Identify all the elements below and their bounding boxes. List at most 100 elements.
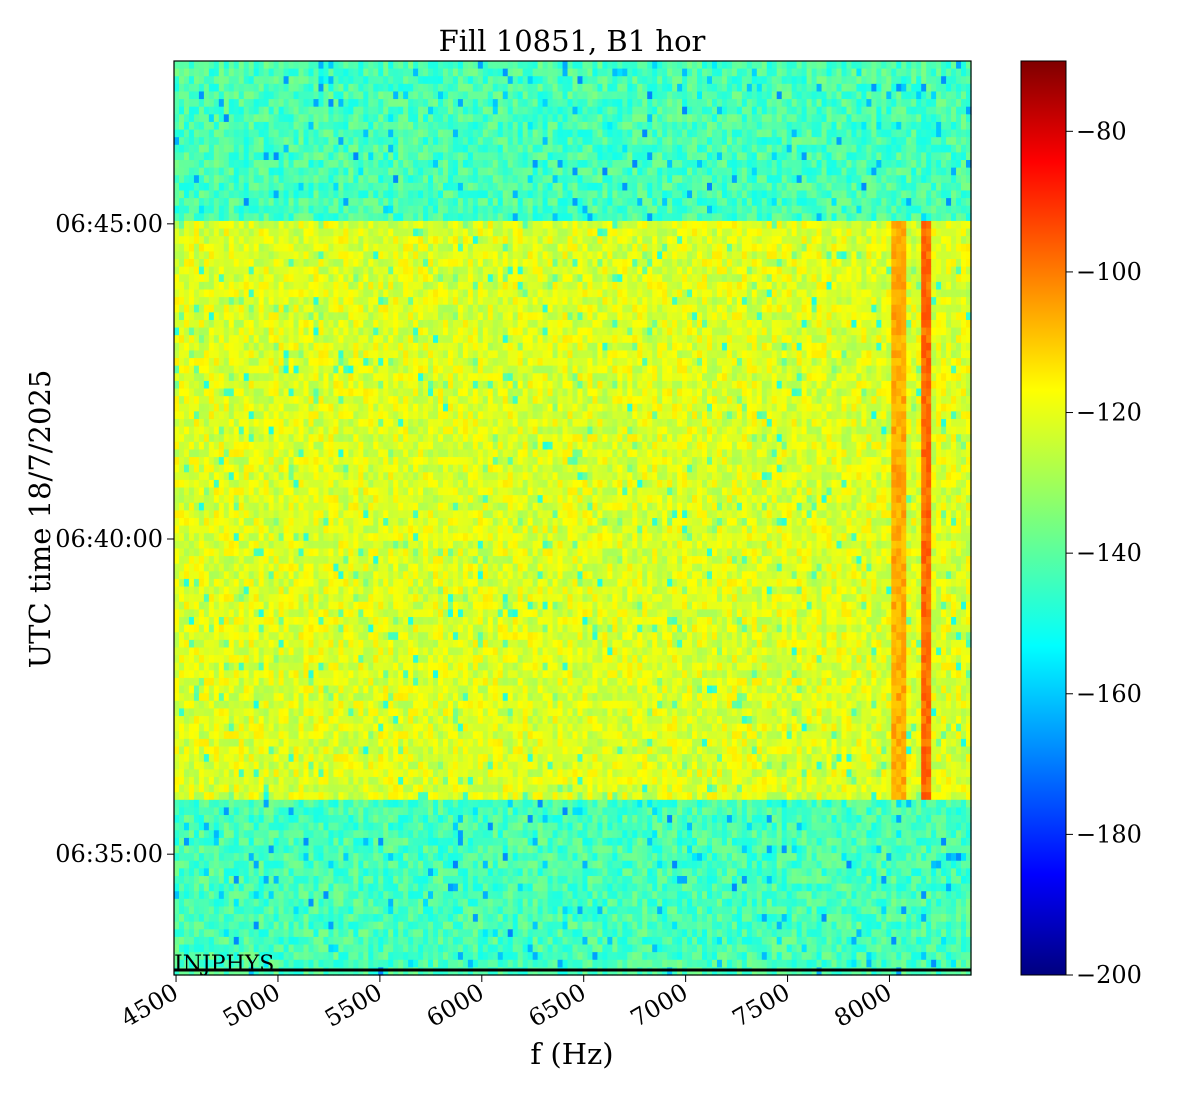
heatmap-cell bbox=[777, 76, 783, 84]
heatmap-cell bbox=[737, 267, 743, 275]
heatmap-cell bbox=[219, 107, 225, 115]
heatmap-cell bbox=[896, 244, 902, 252]
heatmap-cell bbox=[961, 213, 967, 221]
heatmap-cell bbox=[632, 259, 638, 267]
heatmap-cell bbox=[498, 76, 504, 84]
heatmap-cell bbox=[687, 282, 693, 290]
heatmap-cell bbox=[398, 69, 404, 77]
heatmap-cell bbox=[807, 244, 813, 252]
heatmap-cell bbox=[896, 290, 902, 298]
heatmap-cell bbox=[961, 244, 967, 252]
heatmap-cell bbox=[249, 175, 255, 183]
heatmap-cell bbox=[269, 99, 275, 107]
heatmap-cell bbox=[602, 107, 608, 115]
heatmap-cell bbox=[234, 69, 240, 77]
heatmap-cell bbox=[807, 259, 813, 267]
heatmap-cell bbox=[568, 145, 574, 153]
heatmap-cell bbox=[473, 168, 479, 176]
heatmap-cell bbox=[219, 145, 225, 153]
heatmap-cell bbox=[219, 76, 225, 84]
heatmap-cell bbox=[518, 259, 524, 267]
heatmap-cell bbox=[876, 274, 882, 282]
heatmap-cell bbox=[269, 175, 275, 183]
heatmap-cell bbox=[488, 229, 494, 237]
heatmap-cell bbox=[229, 183, 235, 191]
heatmap-cell bbox=[886, 145, 892, 153]
heatmap-cell bbox=[328, 206, 334, 214]
heatmap-cell bbox=[921, 137, 927, 145]
heatmap-cell bbox=[592, 122, 598, 130]
heatmap-cell bbox=[602, 76, 608, 84]
heatmap-cell bbox=[463, 198, 469, 206]
heatmap-cell bbox=[841, 168, 847, 176]
heatmap-cell bbox=[259, 244, 265, 252]
heatmap-cell bbox=[856, 160, 862, 168]
heatmap-cell bbox=[269, 122, 275, 130]
heatmap-cell bbox=[553, 69, 559, 77]
heatmap-cell bbox=[343, 175, 349, 183]
heatmap-cell bbox=[832, 168, 838, 176]
heatmap-cell bbox=[448, 244, 454, 252]
heatmap-cell bbox=[403, 267, 409, 275]
heatmap-cell bbox=[418, 251, 424, 259]
heatmap-cell bbox=[274, 137, 280, 145]
heatmap-cell bbox=[737, 190, 743, 198]
heatmap-cell bbox=[508, 99, 514, 107]
heatmap-cell bbox=[881, 76, 887, 84]
heatmap-cell bbox=[338, 107, 344, 115]
heatmap-cell bbox=[672, 244, 678, 252]
heatmap-cell bbox=[378, 198, 384, 206]
heatmap-cell bbox=[513, 168, 519, 176]
heatmap-cell bbox=[722, 236, 728, 244]
heatmap-cell bbox=[363, 206, 369, 214]
heatmap-cell bbox=[199, 160, 205, 168]
heatmap-cell bbox=[692, 69, 698, 77]
heatmap-cell bbox=[553, 160, 559, 168]
heatmap-cell bbox=[637, 61, 643, 69]
heatmap-cell bbox=[827, 69, 833, 77]
heatmap-cell bbox=[677, 221, 683, 229]
heatmap-cell bbox=[528, 99, 534, 107]
heatmap-cell bbox=[802, 221, 808, 229]
heatmap-cell bbox=[662, 114, 668, 122]
heatmap-cell bbox=[946, 137, 952, 145]
heatmap-cell bbox=[328, 145, 334, 153]
heatmap-cell bbox=[697, 229, 703, 237]
heatmap-cell bbox=[473, 198, 479, 206]
heatmap-cell bbox=[493, 229, 499, 237]
heatmap-cell bbox=[563, 244, 569, 252]
heatmap-cell bbox=[403, 160, 409, 168]
heatmap-cell bbox=[199, 274, 205, 282]
heatmap-cell bbox=[956, 130, 962, 138]
heatmap-cell bbox=[657, 168, 663, 176]
heatmap-cell bbox=[518, 61, 524, 69]
heatmap-cell bbox=[433, 229, 439, 237]
heatmap-cell bbox=[289, 152, 295, 160]
heatmap-cell bbox=[383, 122, 389, 130]
heatmap-cell bbox=[279, 213, 285, 221]
heatmap-cell bbox=[304, 251, 310, 259]
heatmap-cell bbox=[787, 137, 793, 145]
heatmap-cell bbox=[871, 198, 877, 206]
heatmap-cell bbox=[368, 145, 374, 153]
heatmap-cell bbox=[413, 251, 419, 259]
heatmap-cell bbox=[214, 137, 220, 145]
heatmap-cell bbox=[363, 290, 369, 298]
heatmap-cell bbox=[194, 99, 200, 107]
heatmap-cell bbox=[304, 84, 310, 92]
heatmap-cell bbox=[533, 229, 539, 237]
heatmap-cell bbox=[254, 198, 260, 206]
heatmap-cell bbox=[274, 130, 280, 138]
heatmap-cell bbox=[742, 145, 748, 153]
heatmap-cell bbox=[448, 152, 454, 160]
heatmap-cell bbox=[553, 213, 559, 221]
heatmap-cell bbox=[308, 69, 314, 77]
heatmap-cell bbox=[279, 152, 285, 160]
heatmap-cell bbox=[841, 267, 847, 275]
heatmap-cell bbox=[234, 267, 240, 275]
heatmap-cell bbox=[732, 61, 738, 69]
heatmap-cell bbox=[841, 107, 847, 115]
heatmap-cell bbox=[538, 69, 544, 77]
heatmap-cell bbox=[617, 221, 623, 229]
heatmap-cell bbox=[249, 259, 255, 267]
